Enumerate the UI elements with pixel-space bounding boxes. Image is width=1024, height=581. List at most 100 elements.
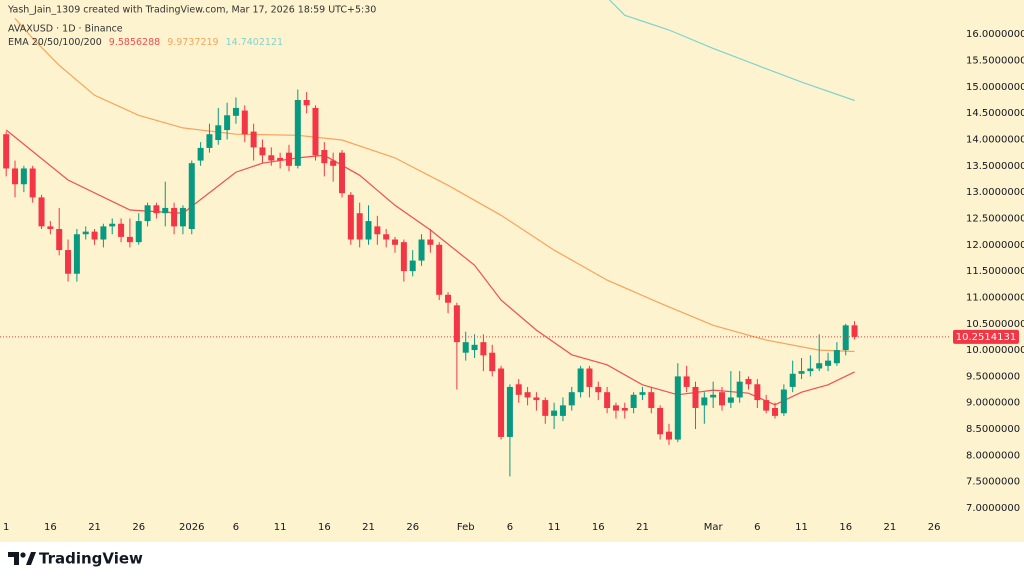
candle-body (365, 221, 372, 240)
candle-body (179, 207, 186, 227)
candle-body (789, 373, 796, 387)
candle-body (330, 160, 337, 166)
candle-body (639, 392, 646, 395)
x-tick-label: 2026 (179, 522, 204, 533)
x-tick-label: Mar (704, 522, 724, 533)
candle-body (56, 228, 63, 251)
candle-body (427, 239, 434, 245)
candle-body (303, 100, 310, 106)
candle-body (736, 381, 743, 398)
indicator-legend: EMA 20/50/100/200 9.5856288 9.9737219 14… (8, 37, 283, 48)
candle-body (109, 223, 116, 227)
candle-body (604, 392, 611, 408)
candle-body (763, 400, 770, 411)
candle-body (38, 197, 45, 227)
candle-body (807, 368, 814, 372)
x-tick-label: 21 (88, 522, 101, 533)
candle-body (215, 125, 222, 141)
candle-body (144, 205, 151, 222)
y-tick-label: 8.0000000 (966, 450, 1020, 461)
legend-value: 9.9737219 (167, 37, 218, 48)
candle-body (577, 368, 584, 393)
y-tick-label: 10.5000000 (966, 319, 1024, 330)
candle-body (162, 207, 169, 214)
candle-body (392, 239, 399, 245)
y-tick-label: 14.5000000 (966, 108, 1024, 119)
x-tick-label: 16 (839, 522, 852, 533)
candle-body (12, 168, 19, 185)
candle-body (65, 250, 72, 274)
brand: TradingView (39, 550, 143, 568)
candle-body (754, 384, 761, 401)
candle-body (780, 389, 787, 414)
price-tag-label: 10.2514131 (956, 332, 1016, 343)
candle-body (73, 234, 80, 274)
y-tick-label: 7.5000000 (966, 477, 1020, 488)
candle-body (665, 431, 672, 440)
candle-body (648, 392, 655, 408)
candle-body (47, 226, 54, 229)
indicator-label: EMA 20/50/100/200 (8, 37, 102, 48)
candle-body (595, 386, 602, 393)
y-tick-label: 9.5000000 (966, 371, 1020, 382)
candle-body (409, 260, 416, 272)
candle-body (692, 386, 699, 408)
candle-body (842, 325, 849, 351)
candle-body (657, 407, 664, 435)
y-tick-label: 9.0000000 (966, 398, 1020, 409)
candle-body (612, 405, 619, 411)
candle-body (542, 400, 549, 416)
candle-body (586, 368, 593, 387)
x-tick-label: 16 (592, 522, 605, 533)
x-tick-label: 16 (318, 522, 331, 533)
y-tick-label: 16.0000000 (966, 29, 1024, 40)
candle-body (701, 397, 708, 406)
candle-body (471, 344, 478, 351)
x-tick-label: Feb (457, 522, 475, 533)
candle-body (489, 352, 496, 372)
candle-body (436, 244, 443, 295)
y-tick-label: 15.0000000 (966, 82, 1024, 93)
x-tick-label: 1 (3, 522, 9, 533)
candle-body (241, 110, 248, 135)
candle-body (20, 168, 27, 185)
ema-line (608, 0, 855, 102)
x-tick-label: 21 (362, 522, 375, 533)
x-tick-label: 16 (44, 522, 57, 533)
x-tick-label: 21 (636, 522, 649, 533)
candle-body (294, 100, 301, 166)
price-tag (953, 329, 1019, 344)
x-tick-label: 6 (233, 522, 239, 533)
candle-body (277, 157, 284, 161)
candle-body (798, 371, 805, 374)
candle-body (135, 221, 142, 243)
candle-body (551, 410, 558, 416)
candle-body (383, 234, 390, 240)
candle-body (418, 239, 425, 261)
candle-body (727, 397, 734, 403)
y-tick-label: 14.0000000 (966, 135, 1024, 146)
candle-body (224, 115, 231, 131)
candle-body (91, 231, 98, 240)
candle-body (374, 226, 381, 235)
brand-logo (8, 552, 36, 565)
chart-background (0, 0, 1024, 542)
y-tick-label: 12.0000000 (966, 240, 1024, 251)
candle-body (171, 207, 178, 227)
y-tick-label: 10.0000000 (966, 345, 1024, 356)
candle-body (259, 147, 266, 156)
y-tick-label: 8.5000000 (966, 424, 1020, 435)
y-tick-label: 12.5000000 (966, 213, 1024, 224)
candle-body (188, 163, 195, 229)
y-tick-label: 11.5000000 (966, 266, 1024, 277)
x-tick-label: 6 (507, 522, 513, 533)
candle-body (630, 394, 637, 408)
candle-body (710, 394, 717, 398)
candle-body (285, 152, 292, 166)
x-tick-label: 21 (884, 522, 897, 533)
chart-title: AVAXUSD · 1D · Binance (8, 24, 123, 35)
candle-body (524, 392, 531, 398)
candle-body (29, 168, 36, 198)
candle-body (559, 405, 566, 416)
